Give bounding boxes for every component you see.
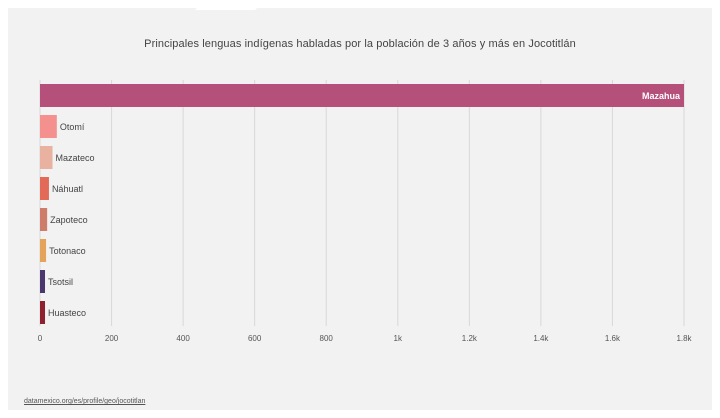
x-tick-label: 200	[105, 334, 119, 343]
chart-title: Principales lenguas indígenas habladas p…	[144, 38, 576, 50]
x-tick-label: 600	[248, 334, 262, 343]
bar-label: Zapoteco	[50, 215, 88, 225]
bar	[40, 301, 46, 324]
x-tick-label: 1k	[394, 334, 403, 343]
bar	[40, 177, 49, 200]
bar	[40, 270, 46, 293]
x-tick-label: 1.8k	[676, 334, 692, 343]
chart-card	[8, 8, 712, 410]
bar	[40, 146, 53, 169]
bar	[40, 84, 684, 107]
bar	[40, 239, 47, 262]
bar-label: Huasteco	[48, 308, 86, 318]
bar	[40, 208, 48, 231]
bar-label: Tsotsil	[48, 277, 73, 287]
source-link[interactable]: datamexico.org/es/profile/geo/jocotitlan	[24, 398, 146, 405]
bar	[40, 115, 57, 138]
bar-label: Mazahua	[642, 91, 681, 101]
x-tick-label: 400	[176, 334, 190, 343]
bar-label: Otomí	[60, 122, 85, 132]
bar-label: Náhuatl	[52, 184, 83, 194]
x-tick-label: 1.4k	[533, 334, 549, 343]
x-tick-label: 800	[320, 334, 334, 343]
bar-label: Mazateco	[56, 153, 95, 163]
x-tick-label: 1.6k	[605, 334, 621, 343]
x-tick-label: 0	[38, 334, 43, 343]
bar-label: Totonaco	[49, 246, 86, 256]
x-tick-label: 1.2k	[462, 334, 478, 343]
